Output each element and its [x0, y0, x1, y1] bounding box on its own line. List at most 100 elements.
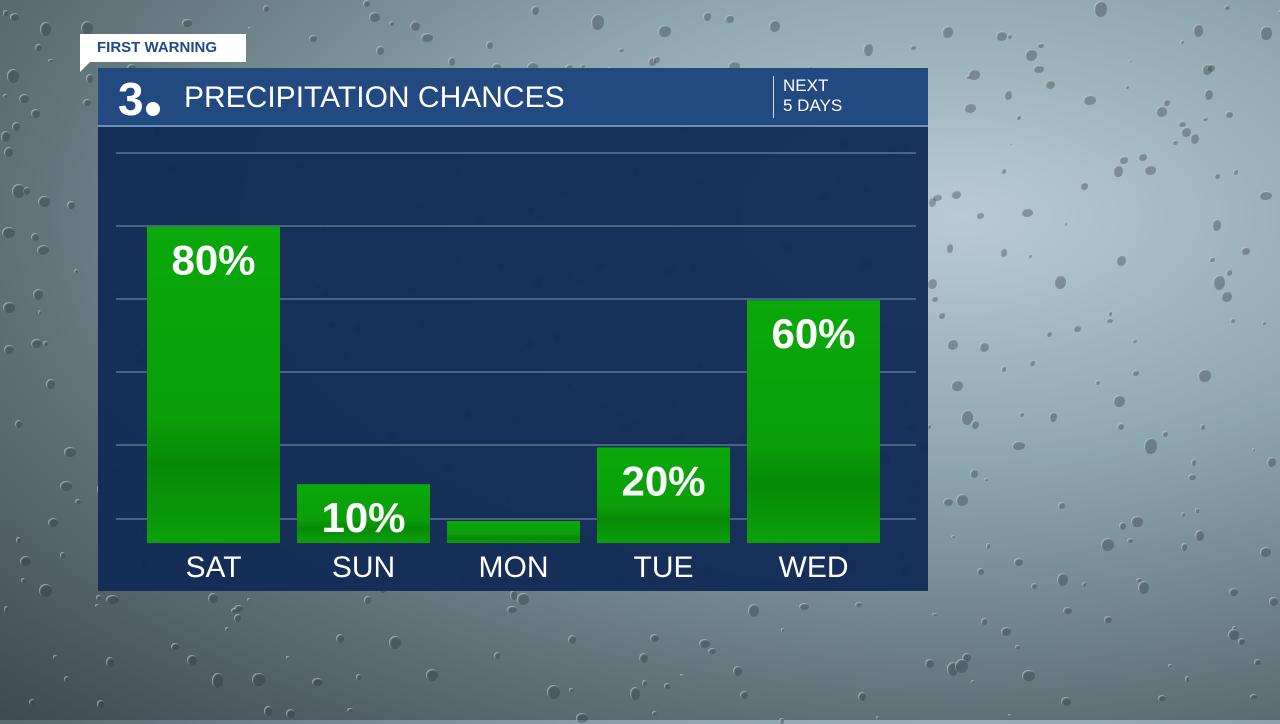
rain-drop: [1194, 508, 1200, 514]
rain-drop: [285, 709, 296, 719]
cbs-eye-icon: [144, 100, 162, 118]
rain-drop: [739, 690, 748, 699]
rain-drop: [35, 43, 42, 51]
rain-drop: [3, 146, 14, 158]
day-label-wed: WED: [779, 551, 849, 584]
rain-drop: [1119, 522, 1127, 531]
rain-drop: [1197, 368, 1211, 383]
rain-drop: [1116, 255, 1127, 267]
rain-drop: [1093, 1, 1107, 17]
rain-drop: [1113, 395, 1126, 408]
rain-drop: [208, 592, 218, 603]
rain-drop: [1009, 142, 1013, 146]
rain-drop: [1231, 625, 1236, 630]
rain-drop: [924, 659, 935, 669]
rain-drop: [363, 0, 371, 7]
rain-drop: [1260, 26, 1272, 41]
rain-drop: [1015, 645, 1020, 649]
rain-drop: [262, 5, 269, 12]
rain-drop: [965, 75, 972, 80]
rain-drop: [663, 683, 671, 689]
rain-drop: [946, 662, 958, 677]
rain-drop: [38, 195, 51, 208]
rain-drop: [950, 190, 961, 199]
rain-drop: [1252, 448, 1256, 451]
rain-drop: [16, 537, 21, 543]
rain-drop: [1028, 359, 1035, 366]
rain-drop: [1161, 431, 1168, 438]
period-line1: NEXT: [783, 76, 829, 95]
rain-drop: [3, 301, 16, 313]
rain-drop: [1143, 164, 1157, 176]
rain-drop: [629, 686, 641, 700]
rain-drop: [74, 499, 81, 505]
rain-drop: [23, 186, 30, 195]
rain-drop: [1188, 474, 1196, 481]
rain-drop: [977, 568, 985, 575]
rain-drop: [308, 35, 317, 42]
first-warning-banner: FIRST WARNING: [80, 34, 246, 72]
period-label: NEXT 5 DAYS: [773, 76, 842, 118]
rain-drop: [38, 310, 42, 315]
rain-drop: [448, 57, 455, 66]
rain-drop: [985, 543, 991, 549]
rain-drop: [1045, 79, 1056, 89]
data-label-wed: 60%: [771, 310, 855, 357]
rain-drop: [976, 211, 985, 219]
rain-drop: [409, 20, 420, 32]
rain-drop: [1237, 637, 1246, 646]
rain-drop: [1224, 110, 1233, 118]
rain-drop: [999, 248, 1008, 257]
data-label-tue: 20%: [621, 457, 705, 504]
rain-drop: [171, 643, 180, 650]
rain-drop: [1101, 538, 1114, 552]
day-label-sun: SUN: [332, 551, 395, 584]
rain-drop: [1081, 581, 1086, 587]
rain-drop: [1202, 64, 1212, 75]
rain-drop: [527, 62, 539, 72]
rain-drop: [1184, 676, 1190, 682]
bar-mon: [447, 521, 580, 543]
rain-drop: [420, 33, 434, 43]
bar-wed: [747, 300, 880, 543]
rain-drop: [1028, 254, 1032, 259]
rain-drop: [732, 666, 743, 677]
rain-drop: [1181, 126, 1191, 137]
rain-drop: [1253, 659, 1262, 666]
rain-drop: [780, 628, 785, 632]
rain-drop: [969, 469, 979, 478]
rain-drop: [1012, 440, 1025, 450]
rain-drop: [66, 201, 75, 210]
rain-drop: [727, 61, 740, 71]
rain-drop: [568, 688, 573, 692]
rain-drop: [14, 419, 22, 429]
data-label-sun: 10%: [321, 494, 405, 541]
rain-drop: [1189, 132, 1200, 145]
rain-drop: [18, 93, 29, 103]
rain-drop: [1137, 152, 1147, 161]
rain-drop: [1213, 275, 1226, 291]
rain-drop: [1259, 190, 1272, 200]
rain-drop: [252, 672, 265, 687]
rain-drop: [248, 27, 252, 30]
rain-drop: [347, 707, 353, 713]
rain-drop: [568, 635, 577, 645]
rain-drop: [1113, 165, 1123, 177]
rain-drop: [649, 633, 660, 643]
rain-drop: [6, 69, 20, 83]
rain-drop: [748, 603, 760, 618]
rain-drop: [85, 73, 94, 83]
rain-drop: [1131, 369, 1140, 377]
rain-drop: [96, 700, 104, 708]
rain-drop: [2, 227, 15, 239]
rain-drop: [1180, 511, 1186, 518]
rain-drop: [59, 552, 66, 558]
rain-drop: [938, 311, 945, 320]
rain-drop: [926, 423, 931, 430]
rain-drop: [967, 68, 981, 81]
rain-drop: [1172, 139, 1179, 145]
rain-drop: [1105, 317, 1114, 324]
rain-drop: [579, 64, 586, 69]
rain-drop: [1178, 120, 1186, 127]
rain-drop: [926, 277, 938, 290]
